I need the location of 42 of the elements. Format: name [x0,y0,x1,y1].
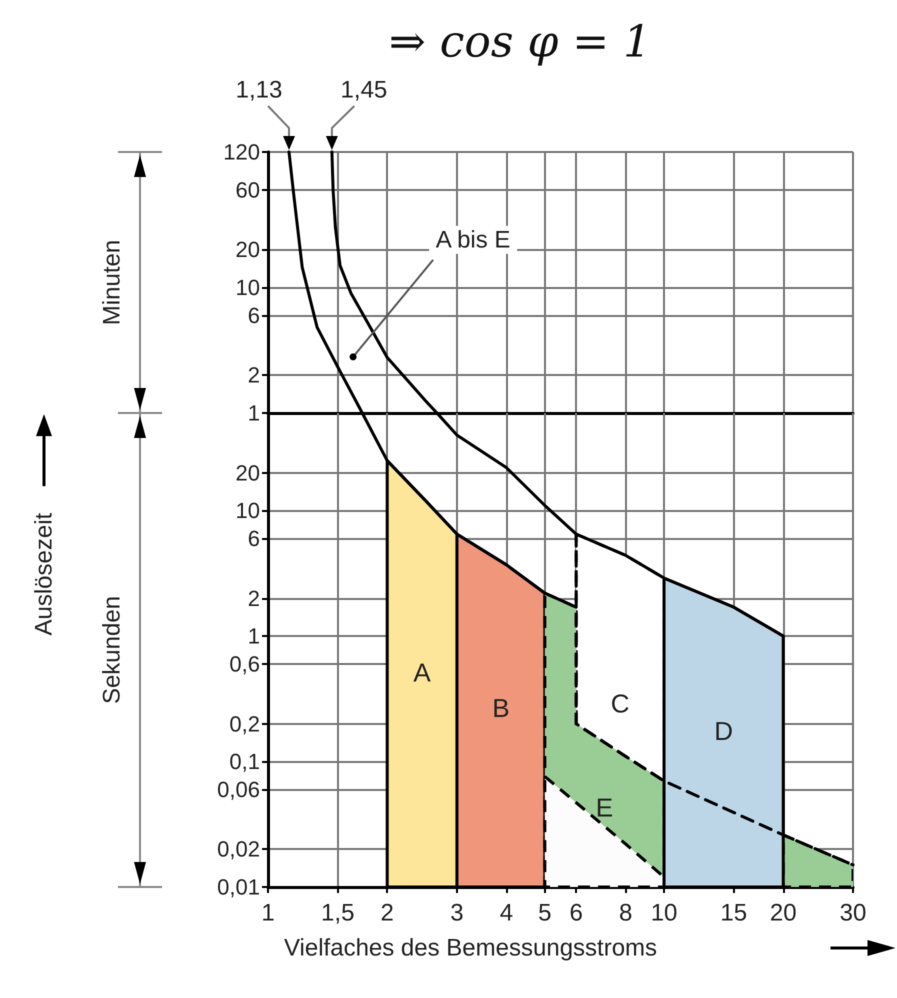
y-tick-label: 0,06 [217,776,260,802]
annotation: A bis E [436,226,510,254]
y-tick-label: 0,01 [217,874,260,900]
x-axis-title: Vielfaches des Bemessungsstroms [284,934,658,962]
series-label: D [714,716,734,746]
y-axis-title: Sekunden [98,596,126,704]
x-tick-label: 4 [500,900,514,926]
text: Auslösezeit [30,512,58,636]
y-tick-label: 20 [236,237,260,262]
text: ⇒ cos φ = 1 [388,16,652,68]
y-tick-label: 6 [248,302,260,328]
y-tick-label: 10 [236,498,260,524]
y-tick-label: 20 [236,460,260,486]
x-tick-label: 15 [720,900,748,926]
series-label: B [492,692,510,723]
annotation: 1,13 [236,76,282,104]
x-tick-label: 1,5 [321,900,354,926]
x-tick-label: 10 [650,900,678,926]
series-label: A [413,658,432,688]
y-tick-label: 2 [248,586,260,611]
y-tick-label: 0,2 [229,711,260,736]
y-tick-label: 120 [223,140,260,164]
x-tick-label: 8 [618,900,632,926]
x-tick-label: 30 [840,900,866,926]
x-tick-label: 2 [380,900,394,926]
y-tick-label: 1 [248,624,260,649]
y-tick-label: 0,1 [229,749,260,774]
series-label: C [610,688,630,718]
y-tick-label: 1 [248,400,260,426]
y-tick-label: 2 [248,362,260,388]
x-tick-label: 3 [450,900,464,926]
series-label: E [596,792,614,822]
x-tick-label: 6 [570,900,583,926]
annotation: 1,45 [340,76,388,104]
y-tick-label: 10 [236,274,260,300]
y-tick-label: 60 [236,177,260,202]
x-tick-label: 20 [770,900,797,926]
y-axis-title: Minuten [98,240,126,326]
x-tick-label: 5 [538,900,552,926]
y-tick-label: 0,6 [229,651,260,676]
y-tick-label: 0,02 [217,836,260,862]
y-tick-label: 6 [248,526,260,551]
